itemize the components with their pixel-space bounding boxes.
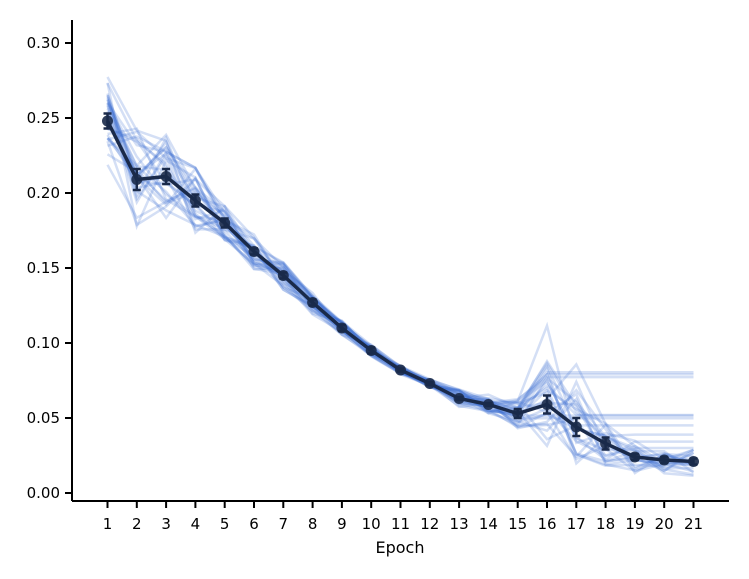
run-line — [106, 76, 694, 464]
run-line — [106, 103, 694, 465]
mean-marker — [102, 115, 113, 127]
y-tick-label: 0.15 — [27, 259, 60, 277]
x-tick-label: 14 — [479, 515, 498, 533]
x-tick-label: 6 — [249, 515, 259, 533]
run-line — [106, 94, 695, 468]
mean-marker — [570, 421, 582, 433]
x-tick-label: 1 — [103, 515, 113, 533]
mean-marker — [600, 438, 612, 449]
run-line — [106, 107, 694, 462]
x-tick-label: 11 — [391, 515, 410, 533]
run-line — [106, 98, 694, 469]
x-tick-label: 13 — [450, 515, 469, 533]
x-tick-label: 16 — [537, 515, 556, 533]
mean-marker — [541, 399, 553, 410]
x-tick-label: 5 — [220, 515, 230, 533]
mean-marker — [629, 451, 641, 463]
y-tick-label: 0.20 — [27, 184, 60, 202]
mean-marker — [453, 393, 465, 404]
run-line — [106, 122, 694, 466]
mean-marker — [482, 399, 494, 410]
x-tick-label: 3 — [161, 515, 171, 533]
y-tick-label: 0.30 — [27, 34, 60, 52]
mean-marker — [365, 345, 377, 356]
x-tick-label: 9 — [337, 515, 347, 533]
mean-marker — [131, 174, 143, 185]
run-line — [106, 101, 694, 411]
mean-marker — [248, 246, 260, 257]
run-line — [106, 99, 694, 467]
x-tick-label: 19 — [625, 515, 644, 533]
mean-marker — [160, 171, 172, 182]
y-tick-label: 0.05 — [27, 409, 60, 427]
y-tick-label: 0.10 — [27, 334, 60, 352]
mean-marker — [395, 364, 406, 376]
x-tick-label: 7 — [279, 515, 289, 533]
x-tick-label: 18 — [596, 515, 615, 533]
mean-line — [102, 112, 699, 467]
x-tick-label: 4 — [191, 515, 201, 533]
run-line — [106, 95, 694, 462]
individual-run-lines — [106, 76, 695, 477]
x-ticks: 1 2 3 4 5 6 7 8 9 10 11 12 13 14 15 16 17 18 19 20 21 — [103, 501, 703, 533]
mean-marker — [277, 270, 289, 281]
x-axis-label: Epoch — [376, 538, 425, 557]
mean-marker — [424, 378, 436, 389]
mean-marker — [336, 322, 348, 334]
x-tick-label: 15 — [508, 515, 527, 533]
run-line — [106, 82, 694, 441]
x-tick-label: 2 — [132, 515, 142, 533]
axes: 0.000.050.100.150.200.250.30 1 2 3 4 5 6 7 8 9 10… — [27, 20, 729, 557]
mean-marker — [688, 456, 699, 467]
mean-marker — [189, 195, 201, 206]
x-tick-label: 12 — [420, 515, 439, 533]
mean-marker — [219, 217, 231, 229]
x-tick-label: 17 — [567, 515, 586, 533]
x-tick-label: 20 — [655, 515, 674, 533]
run-line — [106, 105, 694, 477]
x-tick-label: 8 — [308, 515, 318, 533]
y-ticks: 0.00 0.05 0.10 0.15 0.20 0.25 0.30 — [27, 34, 72, 502]
mean-marker — [307, 297, 319, 308]
mean-marker — [658, 454, 670, 466]
x-tick-label: 10 — [362, 515, 381, 533]
mean-polyline — [105, 120, 694, 464]
mean-marker — [512, 408, 524, 419]
y-tick-label: 0.00 — [27, 484, 60, 502]
x-tick-label: 21 — [684, 515, 703, 533]
y-tick-label: 0.25 — [27, 109, 60, 127]
